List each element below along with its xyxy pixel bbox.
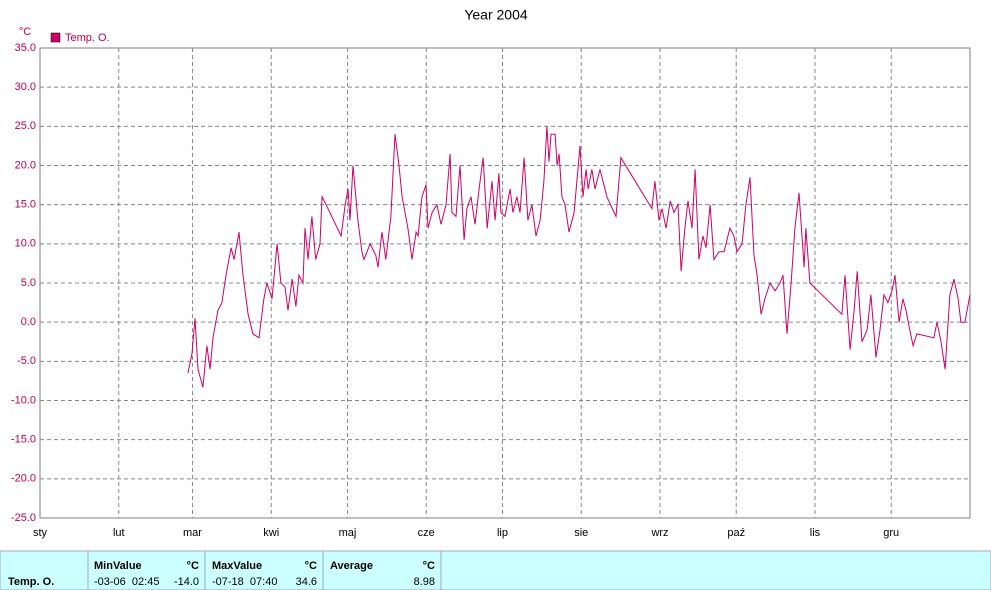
x-tick-label: mar	[183, 527, 202, 539]
row-label: Temp. O.	[8, 576, 54, 588]
y-tick-label: 35.0	[15, 42, 36, 54]
y-tick-label: -10.0	[11, 394, 36, 406]
col-unit: °C	[187, 560, 199, 572]
col-time: -03-06 02:45	[94, 576, 159, 588]
x-tick-label: cze	[418, 527, 435, 539]
chart-title: Year 2004	[464, 7, 528, 23]
legend-label: Temp. O.	[65, 32, 110, 44]
col-header: MaxValue	[212, 560, 262, 572]
plot-frame	[39, 47, 971, 519]
y-tick-label: -5.0	[17, 355, 36, 367]
col-value: -14.0	[174, 576, 199, 588]
x-tick-label: kwi	[263, 527, 279, 539]
y-tick-label: 25.0	[15, 120, 36, 132]
stats-table: Temp. O. MinValue °C -03-06 02:45 -14.0 …	[0, 550, 991, 590]
x-tick-label: lut	[113, 527, 125, 539]
table-bg	[0, 550, 991, 590]
x-tick-label: paź	[727, 527, 745, 539]
y-tick-label: 5.0	[21, 277, 36, 289]
y-tick-label: 30.0	[15, 81, 36, 93]
col-value: 34.6	[296, 576, 317, 588]
col-unit: °C	[305, 560, 317, 572]
col-time: -07-18 07:40	[212, 576, 277, 588]
x-tick-label: wrz	[650, 527, 668, 539]
y-tick-label: -20.0	[11, 473, 36, 485]
y-tick-label: 0.0	[21, 316, 36, 328]
line	[187, 126, 971, 388]
legend-swatch	[50, 32, 61, 43]
x-tick-label: lis	[810, 527, 821, 539]
x-tick-label: sie	[574, 527, 588, 539]
col-value: 8.98	[414, 576, 435, 588]
marks	[187, 126, 971, 388]
x-tick-label: lip	[497, 527, 508, 539]
y-tick-label: -15.0	[11, 434, 36, 446]
y-unit: °C	[19, 26, 31, 38]
col-unit: °C	[423, 560, 435, 572]
y-tick-label: -25.0	[11, 512, 36, 524]
col-header: Average	[330, 560, 373, 572]
x-tick-label: gru	[883, 527, 899, 539]
col-header: MinValue	[94, 560, 142, 572]
y-tick-label: 15.0	[15, 199, 36, 211]
x-tick-label: maj	[339, 527, 357, 539]
y-tick-label: 10.0	[15, 238, 36, 250]
grid	[40, 47, 970, 519]
y-tick-label: 20.0	[15, 159, 36, 171]
x-tick-label: sty	[33, 527, 48, 539]
